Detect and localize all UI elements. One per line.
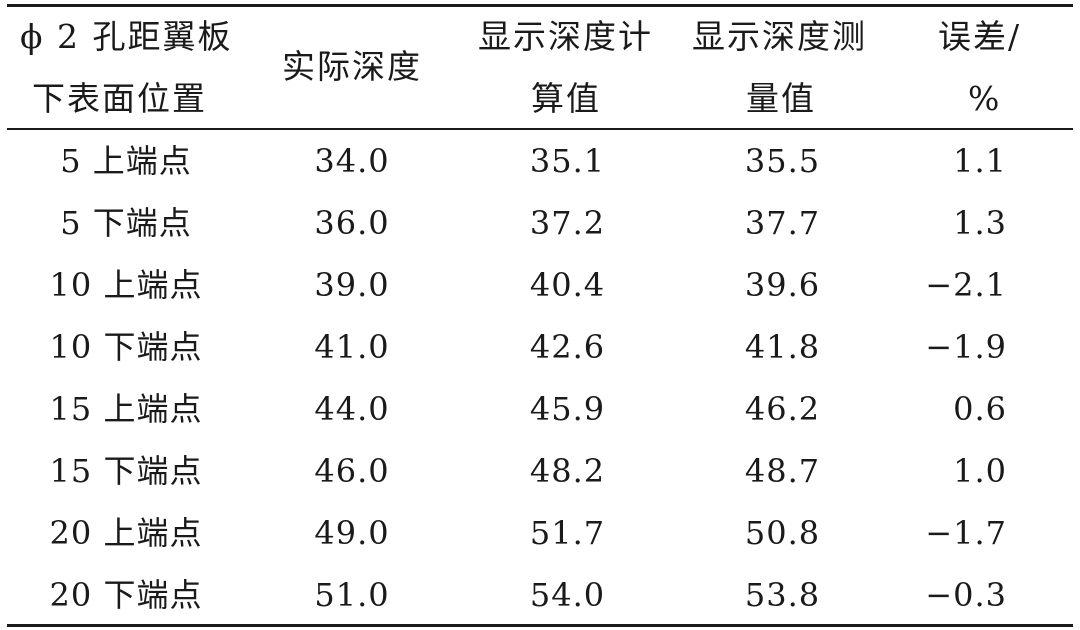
actual-depth-cell: 36.0 (314, 204, 390, 242)
error-cell: 1.3 (953, 204, 1007, 242)
calc-depth-cell: 42.6 (529, 328, 606, 366)
actual-depth-cell: 34.0 (314, 142, 390, 180)
calc-depth-cell: 35.1 (529, 142, 606, 180)
error-cell: −1.9 (925, 328, 1007, 366)
table-row: 10 下端点 41.0 42.6 41.8 −1.9 (0, 316, 1080, 378)
header-error-line2: % (968, 79, 1002, 118)
calc-depth-cell: 54.0 (529, 576, 606, 614)
actual-depth-cell: 51.0 (314, 576, 390, 614)
position-cell: 15 上端点 (49, 390, 203, 428)
header-meas-line1: 显示深度测 (692, 17, 867, 56)
bottom-rule (7, 624, 1073, 627)
position-cell: 10 上端点 (49, 266, 203, 304)
measured-depth-cell: 46.2 (744, 390, 821, 428)
measured-depth-cell: 39.6 (744, 266, 821, 304)
position-cell: 10 下端点 (49, 328, 203, 366)
header-rule (7, 128, 1073, 130)
table-row: 20 上端点 49.0 51.7 50.8 −1.7 (0, 502, 1080, 564)
error-cell: −1.7 (925, 514, 1007, 552)
position-cell: 15 下端点 (49, 452, 203, 490)
header-actual-depth: 实际深度 (282, 47, 422, 86)
calc-depth-cell: 48.2 (529, 452, 606, 490)
header-calc-line1: 显示深度计 (478, 17, 653, 56)
header-calc-line2: 算值 (531, 79, 601, 118)
header-meas-line2: 量值 (746, 79, 816, 118)
measured-depth-cell: 41.8 (744, 328, 821, 366)
calc-depth-cell: 51.7 (529, 514, 606, 552)
actual-depth-cell: 46.0 (314, 452, 390, 490)
actual-depth-cell: 44.0 (314, 390, 390, 428)
position-cell: 5 下端点 (60, 204, 192, 242)
actual-depth-cell: 39.0 (314, 266, 390, 304)
table-row: 5 下端点 36.0 37.2 37.7 1.3 (0, 192, 1080, 254)
position-cell: 20 下端点 (49, 576, 203, 614)
error-cell: 0.6 (953, 390, 1007, 428)
error-cell: −2.1 (925, 266, 1007, 304)
table-row: 15 上端点 44.0 45.9 46.2 0.6 (0, 378, 1080, 440)
table-row: 5 上端点 34.0 35.1 35.5 1.1 (0, 130, 1080, 192)
position-cell: 5 上端点 (60, 142, 192, 180)
measured-depth-cell: 53.8 (744, 576, 821, 614)
measured-depth-cell: 50.8 (744, 514, 821, 552)
position-cell: 20 上端点 (49, 514, 203, 552)
calc-depth-cell: 37.2 (529, 204, 606, 242)
header-error-line1: 误差/ (938, 17, 1022, 56)
measured-depth-cell: 37.7 (744, 204, 821, 242)
header-position-line2: 下表面位置 (32, 79, 207, 118)
actual-depth-cell: 41.0 (314, 328, 390, 366)
top-rule (7, 4, 1073, 7)
measured-depth-cell: 48.7 (744, 452, 821, 490)
actual-depth-cell: 49.0 (314, 514, 390, 552)
table-row: 15 下端点 46.0 48.2 48.7 1.0 (0, 440, 1080, 502)
calc-depth-cell: 45.9 (529, 390, 606, 428)
calc-depth-cell: 40.4 (529, 266, 606, 304)
error-cell: 1.0 (953, 452, 1007, 490)
table-row: 20 下端点 51.0 54.0 53.8 −0.3 (0, 564, 1080, 626)
error-cell: −0.3 (925, 576, 1007, 614)
header-position-line1: ϕ 2 孔距翼板 (20, 17, 233, 56)
table-row: 10 上端点 39.0 40.4 39.6 −2.1 (0, 254, 1080, 316)
measured-depth-cell: 35.5 (744, 142, 821, 180)
error-cell: 1.1 (953, 142, 1007, 180)
